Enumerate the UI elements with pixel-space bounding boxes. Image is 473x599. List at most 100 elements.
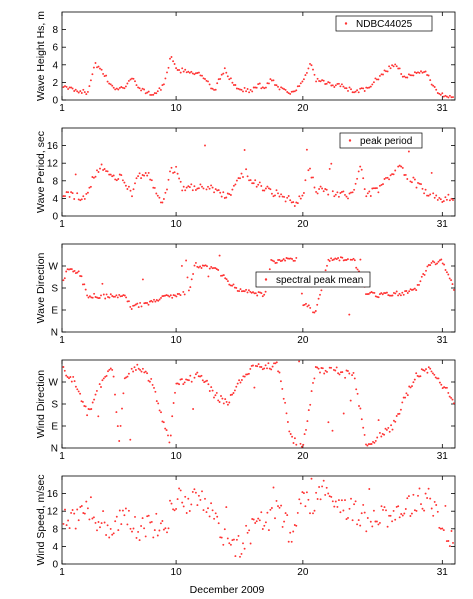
data-point xyxy=(363,433,366,436)
y-tick-label: 0 xyxy=(52,96,58,107)
data-point xyxy=(246,88,249,90)
data-point xyxy=(164,427,167,430)
data-point xyxy=(144,302,147,304)
data-point xyxy=(296,202,299,205)
data-point xyxy=(132,188,135,191)
data-point xyxy=(429,79,432,82)
data-point xyxy=(225,71,228,74)
data-point xyxy=(222,543,225,546)
data-point xyxy=(277,505,279,508)
x-tick-label: 10 xyxy=(171,219,183,230)
data-point xyxy=(118,173,121,176)
data-point xyxy=(374,439,377,442)
data-point xyxy=(319,371,321,374)
data-point xyxy=(259,291,261,294)
data-point xyxy=(430,83,433,86)
data-point xyxy=(401,75,404,78)
data-point xyxy=(157,402,160,405)
data-point xyxy=(88,85,91,88)
data-point xyxy=(124,184,127,187)
data-point xyxy=(77,519,80,522)
data-point xyxy=(90,408,93,410)
data-point xyxy=(292,259,295,262)
data-point xyxy=(65,374,68,377)
data-point xyxy=(346,370,349,372)
data-point xyxy=(301,491,304,494)
data-point xyxy=(398,67,401,70)
data-point xyxy=(161,420,164,423)
data-point xyxy=(86,294,89,297)
data-point xyxy=(213,396,215,399)
data-point xyxy=(246,175,249,178)
data-point xyxy=(174,391,176,394)
data-point xyxy=(245,288,248,291)
data-point xyxy=(138,172,141,175)
data-point xyxy=(114,520,117,523)
data-point xyxy=(436,510,439,513)
data-point xyxy=(155,512,158,515)
data-point xyxy=(331,429,334,432)
data-point xyxy=(141,278,144,281)
data-point xyxy=(169,57,171,60)
x-tick-label: 1 xyxy=(59,103,65,114)
data-point xyxy=(235,87,238,90)
data-point xyxy=(249,88,252,91)
data-point xyxy=(252,86,255,89)
data-point xyxy=(312,68,314,71)
data-point xyxy=(91,517,94,520)
legend-marker xyxy=(344,22,348,25)
data-point xyxy=(302,443,305,446)
data-point xyxy=(181,67,184,70)
data-point xyxy=(291,258,294,260)
data-point xyxy=(370,443,373,445)
data-point xyxy=(178,383,181,386)
data-point xyxy=(270,507,273,509)
data-point xyxy=(358,405,360,407)
data-point xyxy=(338,259,341,262)
data-point xyxy=(70,380,73,383)
data-point xyxy=(114,393,116,396)
data-point xyxy=(305,428,307,431)
data-point xyxy=(105,170,108,173)
data-point xyxy=(246,291,249,294)
data-point xyxy=(237,177,240,180)
data-point xyxy=(293,437,296,440)
data-point xyxy=(442,200,445,203)
data-point xyxy=(406,497,409,500)
data-point xyxy=(336,191,339,194)
data-point xyxy=(219,191,222,194)
data-point xyxy=(304,74,307,77)
data-point xyxy=(91,176,94,178)
data-point xyxy=(254,522,257,524)
data-point xyxy=(430,171,433,174)
data-point xyxy=(321,367,324,370)
x-tick-label: 20 xyxy=(297,335,309,346)
data-point xyxy=(340,191,343,193)
data-point xyxy=(229,77,232,80)
data-point xyxy=(443,263,446,266)
y-tick-label: 0 xyxy=(52,560,58,571)
data-point xyxy=(347,89,349,92)
data-point xyxy=(235,538,238,541)
data-point xyxy=(263,87,266,90)
data-point xyxy=(134,182,136,185)
data-point xyxy=(176,382,179,385)
data-point xyxy=(347,197,349,200)
data-point xyxy=(199,183,202,186)
data-point xyxy=(319,498,322,501)
data-point xyxy=(63,369,66,372)
data-point xyxy=(372,291,374,294)
data-point xyxy=(162,528,165,531)
data-point xyxy=(228,283,231,286)
data-point xyxy=(448,199,451,202)
data-point xyxy=(226,192,229,195)
data-point xyxy=(403,75,406,78)
data-point xyxy=(418,182,421,185)
data-point xyxy=(187,70,190,73)
data-point xyxy=(360,87,363,90)
data-point xyxy=(355,266,358,269)
data-point xyxy=(159,522,162,525)
data-point xyxy=(234,84,237,86)
data-point xyxy=(322,79,325,82)
data-point xyxy=(322,190,325,193)
